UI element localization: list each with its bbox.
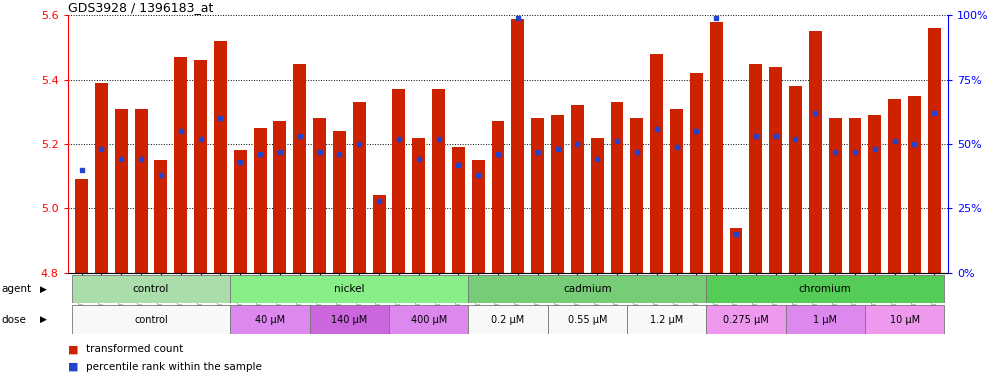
Bar (254, 128, 267, 273)
Bar (72, 275, 230, 303)
Bar (706, 305, 786, 334)
Bar (710, 22, 723, 273)
Text: 400 μM: 400 μM (410, 314, 447, 325)
Text: chromium: chromium (799, 284, 852, 294)
Bar (908, 96, 921, 273)
Text: control: control (132, 284, 169, 294)
Text: 1 μM: 1 μM (814, 314, 838, 325)
Bar (551, 115, 564, 273)
Bar (333, 131, 346, 273)
Bar (75, 179, 88, 273)
Bar (274, 121, 287, 273)
Bar (472, 160, 485, 273)
Bar (492, 121, 505, 273)
Text: 10 μM: 10 μM (889, 314, 919, 325)
Bar (389, 305, 468, 334)
Bar (650, 54, 663, 273)
Bar (571, 105, 584, 273)
Text: agent: agent (1, 284, 31, 294)
Bar (548, 305, 626, 334)
Bar (72, 305, 230, 334)
Bar (690, 73, 703, 273)
Bar (174, 57, 187, 273)
Bar (412, 137, 425, 273)
Bar (670, 109, 683, 273)
Bar (809, 31, 822, 273)
Bar (194, 60, 207, 273)
Bar (468, 275, 706, 303)
Bar (729, 228, 742, 273)
Bar (432, 89, 445, 273)
Bar (706, 275, 944, 303)
Bar (293, 64, 306, 273)
Text: dose: dose (1, 314, 26, 325)
Bar (531, 118, 544, 273)
Bar (749, 64, 762, 273)
Text: 0.55 μM: 0.55 μM (568, 314, 607, 325)
Bar (468, 305, 548, 334)
Bar (869, 115, 881, 273)
Bar (626, 305, 706, 334)
Bar (511, 18, 524, 273)
Bar (115, 109, 127, 273)
Bar (452, 147, 465, 273)
Text: ■: ■ (68, 344, 79, 354)
Text: transformed count: transformed count (86, 344, 183, 354)
Bar (95, 83, 108, 273)
Bar (373, 195, 385, 273)
Bar (769, 67, 782, 273)
Bar (392, 89, 405, 273)
Text: control: control (134, 314, 168, 325)
Text: 1.2 μM: 1.2 μM (650, 314, 683, 325)
Text: 0.2 μM: 0.2 μM (491, 314, 525, 325)
Text: ▶: ▶ (40, 285, 47, 293)
Bar (849, 118, 862, 273)
Bar (591, 137, 604, 273)
Text: 140 μM: 140 μM (332, 314, 368, 325)
Text: GDS3928 / 1396183_at: GDS3928 / 1396183_at (68, 1, 213, 14)
Bar (234, 151, 247, 273)
Bar (789, 86, 802, 273)
Bar (230, 305, 310, 334)
Bar (154, 160, 167, 273)
Bar (630, 118, 643, 273)
Bar (353, 102, 366, 273)
Bar (888, 99, 901, 273)
Bar (310, 305, 389, 334)
Bar (786, 305, 865, 334)
Text: percentile rank within the sample: percentile rank within the sample (86, 362, 262, 372)
Text: ▶: ▶ (40, 315, 47, 324)
Text: 40 μM: 40 μM (255, 314, 285, 325)
Bar (928, 28, 941, 273)
Bar (829, 118, 842, 273)
Bar (611, 102, 623, 273)
Text: ■: ■ (68, 362, 79, 372)
Text: cadmium: cadmium (563, 284, 612, 294)
Bar (313, 118, 326, 273)
Bar (134, 109, 147, 273)
Text: nickel: nickel (334, 284, 365, 294)
Bar (865, 305, 944, 334)
Bar (230, 275, 468, 303)
Text: 0.275 μM: 0.275 μM (723, 314, 769, 325)
Bar (214, 41, 227, 273)
